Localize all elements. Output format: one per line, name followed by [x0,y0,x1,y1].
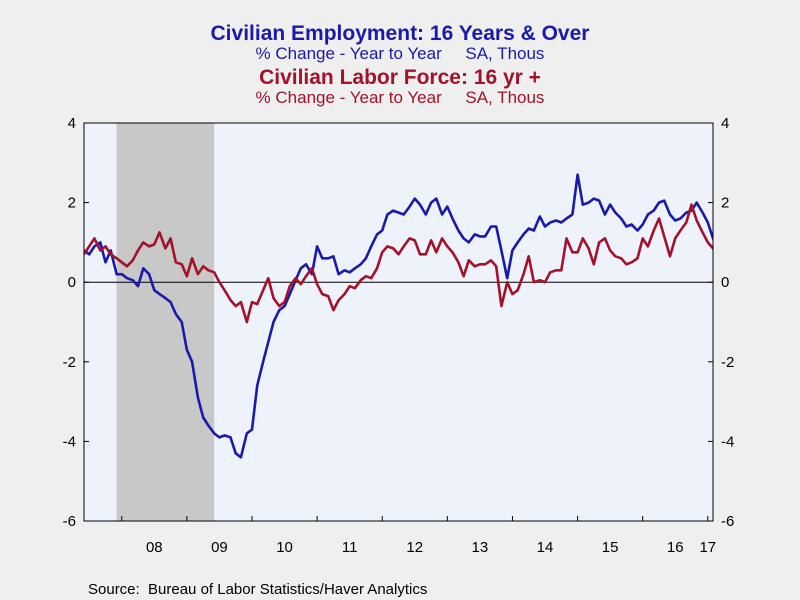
y-tick-label-left: -2 [63,354,76,371]
recession-band [116,123,215,521]
y-tick-label-right: 2 [721,195,729,212]
y-tick-label-right: 0 [721,274,729,291]
title-1: Civilian Employment: 16 Years & Over [211,22,590,45]
y-tick-label-left: -6 [63,513,76,530]
x-tick-label: 10 [276,539,293,556]
x-tick-label: 16 [667,539,684,556]
y-tick-label-right: -2 [721,354,734,371]
y-tick-label-left: -4 [63,433,76,450]
subtitle-1: % Change - Year to Year SA, Thous [256,44,545,63]
subtitle-2: % Change - Year to Year SA, Thous [256,88,545,107]
x-tick-label: 17 [699,539,716,556]
y-tick-label-right: 4 [721,115,729,132]
title-2: Civilian Labor Force: 16 yr + [259,66,541,89]
x-tick-label: 15 [602,539,619,556]
y-tick-label-right: -4 [721,433,734,450]
series-line-1 [84,173,713,459]
x-tick-label: 12 [406,539,423,556]
x-tick-label: 08 [146,539,163,556]
plot-frame [83,122,714,522]
x-tick-label: 09 [211,539,228,556]
x-tick-label: 14 [537,539,554,556]
series-line-2 [84,203,713,324]
tick-labels: 4 4 2 2 0 0 -2 -2 -4 -4 -6 -6 08 09 10 11 12 13 14 15 16 17 [63,115,735,556]
series-group [84,173,713,459]
source-note: Source: Bureau of Labor Statistics/Haver… [88,581,427,598]
x-tick-label: 13 [472,539,489,556]
y-tick-label-right: -6 [721,513,734,530]
x-tick-label: 11 [342,539,358,556]
y-tick-label-left: 2 [68,195,76,212]
y-tick-label-left: 0 [68,274,76,291]
y-tick-label-left: 4 [68,115,76,132]
